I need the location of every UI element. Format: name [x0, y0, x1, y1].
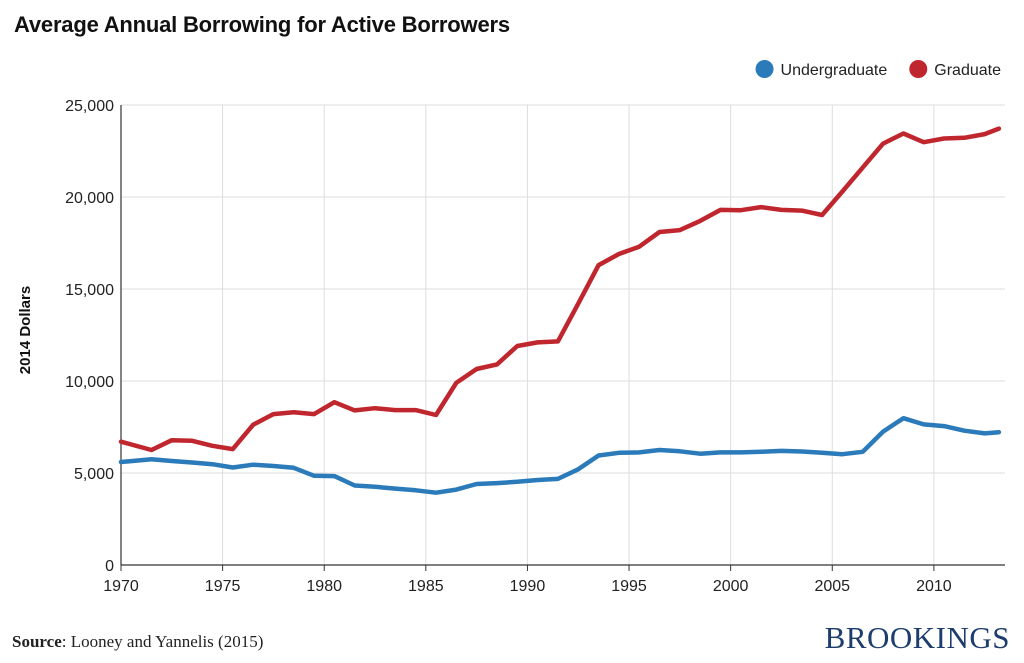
x-tick-label: 2010 [916, 578, 952, 595]
legend-label-undergraduate: Undergraduate [781, 62, 888, 79]
x-tick-label: 1990 [510, 578, 546, 595]
y-tick-label: 0 [105, 558, 114, 575]
x-tick-label: 1985 [408, 578, 444, 595]
y-tick-label: 15,000 [65, 282, 114, 299]
x-tick-label: 2000 [713, 578, 749, 595]
graduate-line [118, 126, 1002, 453]
axes: 0 5,000 10,000 15,000 20,000 25,000 1970 1975 19… [65, 98, 1005, 595]
source-text: : Looney and Yannelis (2015) [61, 632, 264, 651]
undergraduate-line [118, 415, 1002, 495]
legend-label-graduate: Graduate [934, 62, 1001, 79]
x-tick-label: 1995 [611, 578, 647, 595]
series-lines [118, 126, 1002, 495]
chart-title: Average Annual Borrowing for Active Borr… [14, 12, 510, 37]
legend: Graduate Undergraduate [755, 60, 1001, 79]
y-tick-label: 5,000 [74, 466, 114, 483]
x-tick-label: 2005 [814, 578, 850, 595]
x-tick-label: 1975 [205, 578, 241, 595]
y-tick-label: 10,000 [65, 374, 114, 391]
y-axis-label: 2014 Dollars [17, 286, 34, 374]
brand-logo: BROOKINGS [824, 620, 1010, 655]
source-note: Source: Looney and Yannelis (2015) [12, 632, 263, 652]
gridlines [121, 104, 1005, 565]
legend-swatch-undergraduate [755, 60, 774, 78]
y-tick-label: 25,000 [65, 98, 114, 115]
source-label: Source [12, 632, 62, 651]
x-tick-label: 1970 [103, 578, 139, 595]
x-tick-label: 1980 [306, 578, 342, 595]
legend-swatch-graduate [909, 60, 928, 78]
y-tick-label: 20,000 [65, 190, 114, 207]
